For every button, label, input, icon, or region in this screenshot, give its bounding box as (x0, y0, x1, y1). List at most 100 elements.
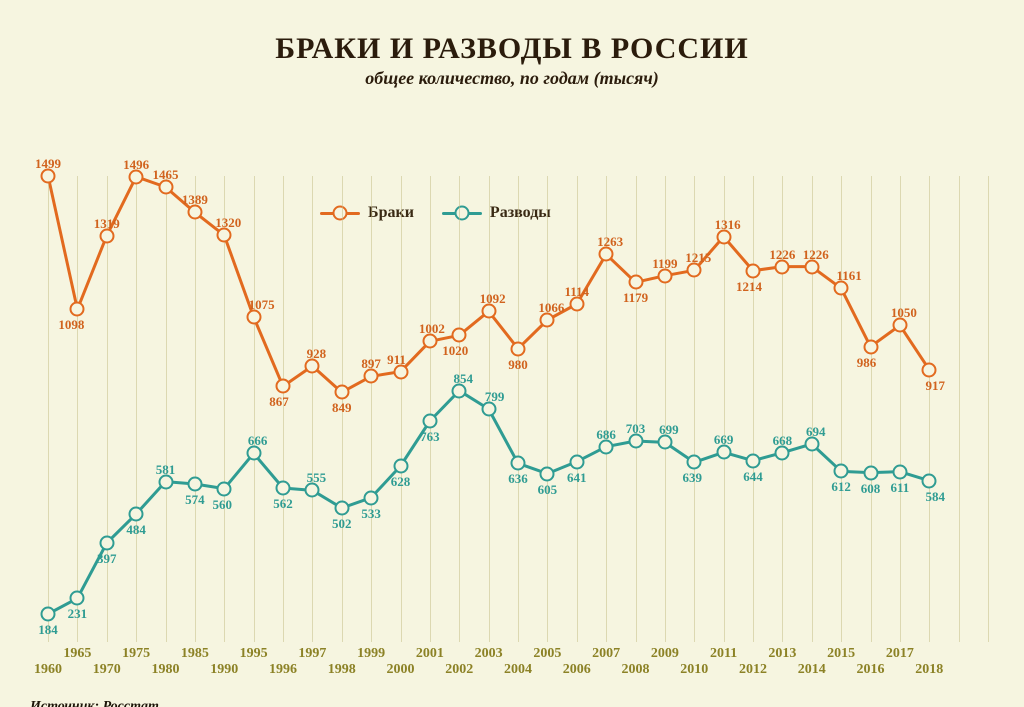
x-axis-label: 1965 (63, 646, 91, 662)
value-label-divorces: 644 (743, 469, 763, 485)
value-label-marriages: 897 (361, 356, 381, 372)
x-axis-label: 2008 (622, 662, 650, 678)
data-point-divorces (687, 455, 702, 470)
data-point-divorces (129, 507, 144, 522)
x-axis-label: 1975 (122, 646, 150, 662)
value-label-divorces: 612 (831, 479, 851, 495)
value-label-marriages: 1496 (123, 157, 149, 173)
value-label-divorces: 562 (273, 496, 293, 512)
gridline (166, 176, 167, 642)
data-point-divorces (834, 464, 849, 479)
value-label-divorces: 584 (926, 489, 946, 505)
value-label-marriages: 980 (508, 357, 528, 373)
value-label-marriages: 1179 (623, 290, 648, 306)
x-axis-label: 1998 (328, 662, 356, 678)
gridline (107, 176, 108, 642)
x-axis-label: 2018 (915, 662, 943, 678)
gridline (753, 176, 754, 642)
data-point-divorces (540, 466, 555, 481)
value-label-marriages: 1389 (182, 192, 208, 208)
value-label-divorces: 669 (714, 432, 734, 448)
value-label-marriages: 1214 (736, 279, 762, 295)
value-label-marriages: 849 (332, 400, 352, 416)
value-label-divorces: 666 (248, 433, 268, 449)
gridline (195, 176, 196, 642)
value-label-marriages: 1215 (685, 250, 711, 266)
data-point-divorces (511, 456, 526, 471)
value-label-marriages: 1050 (891, 305, 917, 321)
data-point-divorces (41, 607, 56, 622)
value-label-marriages: 1075 (249, 297, 275, 313)
data-point-divorces (364, 490, 379, 505)
value-label-marriages: 1320 (215, 215, 241, 231)
value-label-marriages: 1066 (538, 300, 564, 316)
gridline (959, 176, 960, 642)
x-axis-label: 2006 (563, 662, 591, 678)
value-label-marriages: 1263 (597, 234, 623, 250)
value-label-divorces: 581 (156, 462, 176, 478)
gridline (782, 176, 783, 642)
data-point-marriages (452, 328, 467, 343)
x-axis-label: 1960 (34, 662, 62, 678)
gridline (48, 176, 49, 642)
value-label-divorces: 397 (97, 551, 117, 567)
gridline (724, 176, 725, 642)
value-label-marriages: 1199 (652, 256, 677, 272)
x-axis-label: 2015 (827, 646, 855, 662)
data-point-divorces (863, 465, 878, 480)
data-point-marriages (511, 341, 526, 356)
data-point-marriages (334, 385, 349, 400)
value-label-divorces: 560 (213, 497, 233, 513)
x-axis-label: 2003 (475, 646, 503, 662)
value-label-divorces: 639 (683, 470, 703, 486)
gridline (254, 176, 255, 642)
data-point-marriages (863, 339, 878, 354)
data-point-divorces (393, 459, 408, 474)
value-label-divorces: 574 (185, 492, 205, 508)
value-label-marriages: 1002 (419, 321, 445, 337)
value-label-divorces: 533 (361, 506, 381, 522)
data-point-marriages (70, 302, 85, 317)
x-axis-label: 2004 (504, 662, 532, 678)
x-axis-label: 1980 (152, 662, 180, 678)
value-label-marriages: 1316 (715, 217, 741, 233)
x-axis-label: 1995 (240, 646, 268, 662)
source-caption: Источник: Росстат (30, 699, 159, 707)
gridline (312, 176, 313, 642)
data-point-divorces (746, 453, 761, 468)
value-label-divorces: 763 (420, 429, 440, 445)
gridline (136, 176, 137, 642)
value-label-marriages: 1161 (836, 268, 861, 284)
data-point-divorces (922, 473, 937, 488)
gridline (518, 176, 519, 642)
gridline (929, 176, 930, 642)
x-axis-label: 2010 (680, 662, 708, 678)
value-label-divorces: 703 (626, 421, 646, 437)
data-point-divorces (569, 454, 584, 469)
value-label-marriages: 1226 (769, 247, 795, 263)
x-axis-label: 1999 (357, 646, 385, 662)
x-axis-label: 1970 (93, 662, 121, 678)
gridline (401, 176, 402, 642)
data-point-divorces (334, 501, 349, 516)
value-label-divorces: 605 (538, 482, 558, 498)
x-axis-label: 2007 (592, 646, 620, 662)
value-label-divorces: 641 (567, 470, 587, 486)
gridline (665, 176, 666, 642)
gridline (77, 176, 78, 642)
data-point-divorces (217, 481, 232, 496)
value-label-marriages: 1020 (442, 343, 468, 359)
gridline (430, 176, 431, 642)
x-axis-label: 2011 (710, 646, 737, 662)
data-point-divorces (70, 591, 85, 606)
gridline (459, 176, 460, 642)
x-axis-label: 2013 (768, 646, 796, 662)
x-axis-label: 2016 (857, 662, 885, 678)
value-label-divorces: 686 (596, 427, 616, 443)
value-label-divorces: 184 (38, 622, 58, 638)
x-axis-label: 1996 (269, 662, 297, 678)
value-label-divorces: 854 (454, 371, 474, 387)
data-point-marriages (922, 362, 937, 377)
gridline (224, 176, 225, 642)
x-axis-label: 2014 (798, 662, 826, 678)
